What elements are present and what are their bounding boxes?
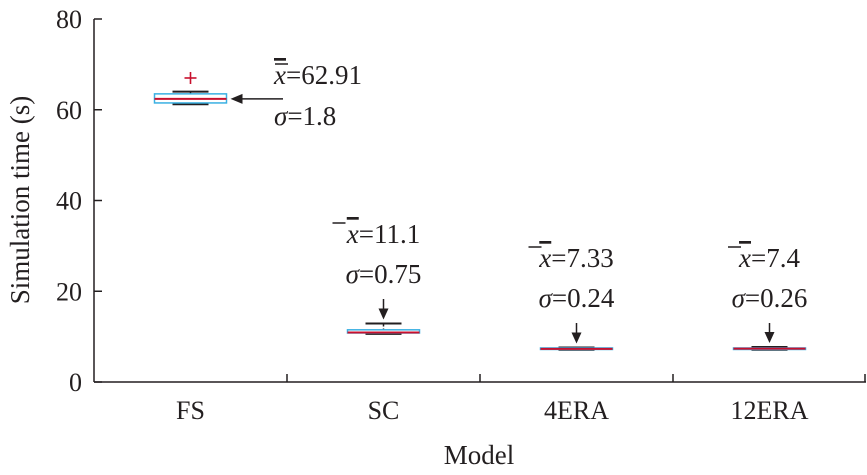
y-tick-label: 40 — [56, 187, 82, 216]
arrow-head — [571, 332, 582, 344]
arrow-head — [764, 332, 775, 344]
mean-annotation: x=7.4 — [738, 243, 800, 273]
box-4ERA — [539, 346, 614, 351]
arrow-head — [230, 93, 243, 104]
annotation-SC: x=11.1 σ=0.75 — [332, 219, 422, 320]
mean-annotation: x=7.33 — [538, 243, 613, 273]
x-tick-label: 4ERA — [544, 396, 609, 425]
y-tick-label: 0 — [69, 368, 82, 397]
x-tick-label: 12ERA — [731, 396, 809, 425]
y-tick-label: 20 — [56, 277, 82, 306]
box-SC — [346, 322, 421, 335]
x-tick-label: FS — [176, 396, 205, 425]
sd-annotation: σ=0.24 — [539, 283, 615, 313]
box-FS — [153, 71, 228, 106]
x-tick-label: SC — [368, 396, 400, 425]
box-plots — [153, 71, 807, 351]
mean-annotation: x=11.1 — [346, 219, 420, 249]
annotation-FS: x=62.91 σ=1.8 — [230, 60, 362, 131]
x-axis-title: Model — [444, 440, 515, 470]
sd-annotation: σ=1.8 — [274, 101, 336, 131]
annotations: x=62.91σ=1.8x=11.1σ=0.75x=7.33σ=0.24x=7.… — [230, 60, 808, 344]
annotation-4ERA: x=7.33 σ=0.24 — [528, 243, 615, 344]
arrow-head — [378, 308, 389, 320]
y-tick-label: 60 — [56, 96, 82, 125]
box-12ERA — [732, 346, 807, 351]
sd-annotation: σ=0.75 — [346, 259, 422, 289]
axes: 0 20 40 60 80 FS SC 4ERA 12ERA — [56, 5, 866, 425]
annotation-12ERA: x=7.4 σ=0.26 — [728, 243, 808, 344]
sd-annotation: σ=0.26 — [732, 283, 808, 313]
y-axis-title: Simulation time (s) — [5, 96, 35, 305]
y-tick-label: 80 — [56, 5, 82, 34]
mean-annotation: x=62.91 — [273, 60, 362, 90]
